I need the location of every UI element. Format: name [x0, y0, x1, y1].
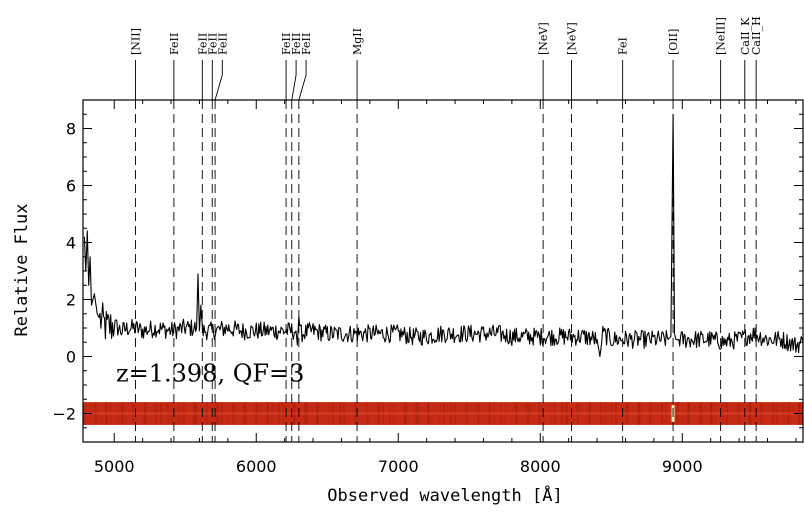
- flux-line: [83, 113, 804, 358]
- line-label: FeII: [280, 33, 293, 55]
- line-label: [NII]: [130, 28, 143, 55]
- line-label: FeII: [196, 33, 209, 55]
- line-label-connector: [291, 74, 297, 101]
- line-label: FeII: [206, 33, 219, 55]
- line-label: [NeIII]: [715, 17, 728, 55]
- line-label: FeII: [168, 33, 181, 55]
- line-label-connector: [298, 74, 307, 101]
- x-axis-title: Observed wavelength [Å]: [327, 484, 562, 506]
- line-label: [NeV]: [537, 22, 550, 55]
- y-tick-label: 6: [66, 177, 76, 196]
- y-tick-label: 4: [66, 234, 76, 253]
- x-tick-label: 5000: [94, 457, 135, 476]
- line-label: FeII: [290, 33, 303, 55]
- x-tick-label: 6000: [236, 457, 277, 476]
- line-label: [NeV]: [566, 22, 579, 55]
- spectrum-2d-strip: [83, 402, 803, 425]
- line-label: FeII: [216, 33, 229, 55]
- x-tick-label: 9000: [662, 457, 703, 476]
- y-tick-label: 0: [66, 348, 76, 367]
- line-label-connector: [214, 74, 223, 101]
- y-tick-label: 2: [66, 291, 76, 310]
- line-label: MgII: [351, 28, 364, 55]
- axis-ticks: 5000 6000 7000 8000 9000 −2 0 2 4 6 8: [52, 99, 803, 476]
- line-label: CaII_K: [739, 17, 752, 55]
- y-tick-label: 8: [66, 120, 76, 139]
- line-label: CaII_H: [750, 16, 763, 55]
- line-label: FeII: [300, 33, 313, 55]
- y-tick-label: −2: [52, 405, 76, 424]
- x-tick-label: 8000: [520, 457, 561, 476]
- redshift-annotation: z=1.398, QF=3: [116, 359, 304, 387]
- y-axis-title: Relative Flux: [12, 203, 32, 336]
- flux-series: [83, 113, 804, 358]
- line-label: FeI: [617, 37, 630, 55]
- line-label: [OII]: [667, 29, 680, 55]
- x-tick-label: 7000: [378, 457, 419, 476]
